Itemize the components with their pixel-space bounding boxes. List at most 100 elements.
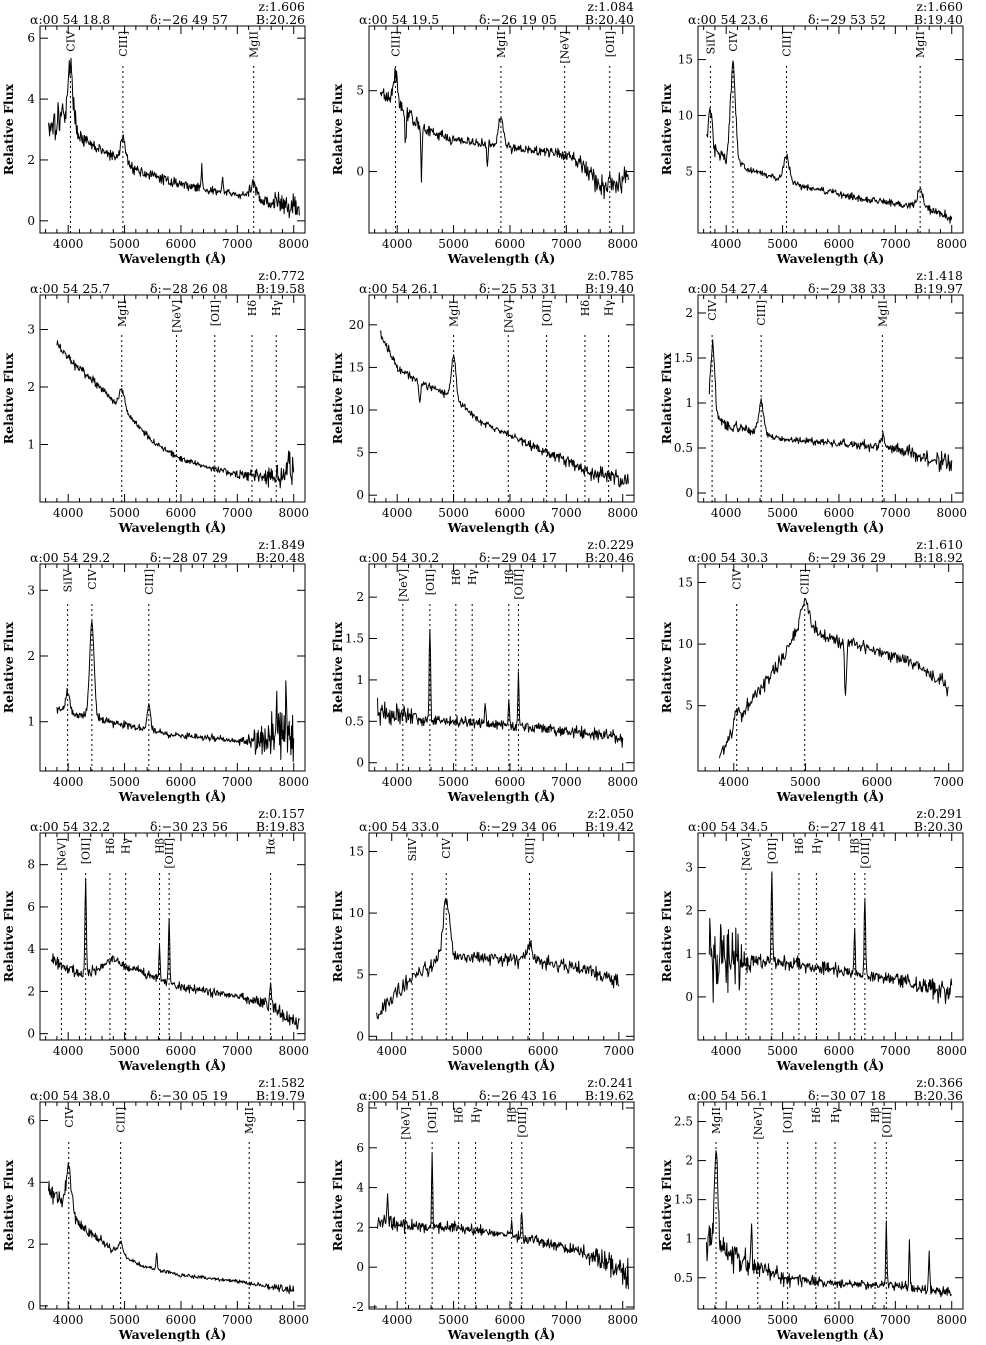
emission-line-label: Hβ [506, 1107, 519, 1123]
spectrum-panel: z:1.610 α:00 54 30.3 δ:−29 36 29 B:18.92 400… [658, 537, 986, 807]
ra-label: α:00 54 38.0 [30, 1088, 110, 1103]
emission-line-label: Hβ [869, 1107, 882, 1123]
y-tick-label: 5 [685, 699, 693, 713]
dec-label: δ:−25 53 31 [479, 281, 557, 296]
y-axis-label: Relative Flux [659, 352, 674, 444]
ra-label: α:00 54 34.5 [688, 819, 768, 834]
x-tick-label: 7000 [222, 237, 253, 251]
x-tick-label: 4000 [53, 237, 84, 251]
plot-frame [697, 563, 964, 772]
dec-label: δ:−26 19 05 [479, 12, 557, 27]
bmag-label: B:20.36 [914, 1088, 963, 1103]
emission-line-label: [NeV] [752, 1107, 765, 1140]
x-tick-label: 4000 [376, 1044, 407, 1058]
x-axis-label: Wavelength (Å) [447, 1327, 556, 1342]
y-tick-label: 4 [356, 1181, 364, 1195]
x-tick-label: 4000 [53, 1313, 84, 1327]
x-tick-label: 6000 [166, 237, 197, 251]
y-tick-label: 6 [27, 1114, 35, 1128]
spectrum-trace [377, 629, 624, 748]
x-tick-label: 5000 [438, 775, 469, 789]
emission-line-label: [NeV] [55, 838, 68, 871]
emission-line-label: Hα [265, 837, 278, 855]
x-tick-label: 4000 [711, 1044, 742, 1058]
spectrum-panel: z:0.772 α:00 54 25.7 δ:−28 26 08 B:19.58 400… [0, 268, 328, 538]
y-tick-label: 2 [27, 380, 35, 394]
x-tick-label: 7000 [880, 1313, 911, 1327]
x-tick-label: 7000 [880, 506, 911, 520]
emission-line-label: [OIII] [516, 1107, 529, 1138]
emission-line-label: Hδ [104, 838, 117, 855]
x-tick-label: 6000 [166, 775, 197, 789]
y-tick-label: 2 [27, 649, 35, 663]
spectrum-chart: z:1.606 α:00 54 18.8 δ:−26 49 57 B:20.26 400… [1, 0, 309, 266]
y-axis-label: Relative Flux [1, 621, 16, 713]
x-tick-label: 4000 [711, 506, 742, 520]
emission-line-label: CIII] [390, 31, 403, 57]
spectrum-trace [708, 339, 953, 473]
x-tick-label: 8000 [936, 237, 967, 251]
emission-line-label: Hδ [246, 300, 259, 317]
spectrum-trace [48, 57, 300, 219]
x-tick-label: 4000 [719, 775, 750, 789]
y-tick-label: 15 [678, 575, 693, 589]
x-axis-label: Wavelength (Å) [447, 1058, 556, 1073]
emission-line-label: [NeV] [397, 569, 410, 602]
spectrum-panel: z:0.785 α:00 54 26.1 δ:−25 53 31 B:19.40 400… [329, 268, 657, 538]
x-tick-label: 4000 [382, 1313, 413, 1327]
y-axis-label: Relative Flux [1, 890, 16, 982]
bmag-label: B:20.30 [914, 819, 963, 834]
y-tick-label: 5 [356, 968, 364, 982]
ra-label: α:00 54 27.4 [688, 281, 768, 296]
bmag-label: B:20.40 [585, 12, 634, 27]
emission-line-label: [OIII] [512, 569, 525, 600]
y-axis-label: Relative Flux [659, 890, 674, 982]
spectrum-chart: z:0.229 α:00 54 30.2 δ:−29 04 17 B:20.46 400… [330, 537, 638, 804]
x-tick-label: 5000 [109, 1313, 140, 1327]
x-tick-label: 8000 [936, 506, 967, 520]
dec-label: δ:−29 04 17 [479, 550, 557, 565]
x-tick-label: 8000 [278, 775, 309, 789]
y-tick-label: 1 [685, 947, 693, 961]
plot-frame [368, 294, 635, 503]
emission-line-label: [OIII] [163, 838, 176, 869]
y-axis-label: Relative Flux [659, 83, 674, 175]
y-tick-label: 2 [685, 306, 693, 320]
y-tick-label: 2 [356, 1220, 364, 1234]
dec-label: δ:−27 18 41 [808, 819, 886, 834]
emission-line-label: CIV [731, 568, 744, 590]
spectrum-panel: z:0.291 α:00 54 34.5 δ:−27 18 41 B:20.30 400… [658, 806, 986, 1076]
dec-label: δ:−30 23 56 [150, 819, 228, 834]
y-tick-label: 2 [685, 904, 693, 918]
y-tick-label: 0 [356, 488, 364, 502]
plot-frame [39, 294, 306, 503]
y-tick-label: 0 [27, 214, 35, 228]
emission-line-label: [OII] [766, 838, 779, 864]
x-axis-label: Wavelength (Å) [118, 251, 227, 266]
y-tick-label: 4 [27, 1175, 35, 1189]
x-tick-label: 5000 [438, 1313, 469, 1327]
x-tick-label: 8000 [607, 506, 638, 520]
emission-line-label: CIII] [781, 31, 794, 57]
ra-label: α:00 54 56.1 [688, 1088, 768, 1103]
emission-line-label: CIII] [117, 31, 130, 57]
emission-line-label: MgII [876, 300, 889, 327]
x-tick-label: 7000 [551, 237, 582, 251]
plot-frame [697, 25, 964, 234]
bmag-label: B:19.40 [585, 281, 634, 296]
emission-line-label: [OII] [604, 31, 617, 57]
spectrum-trace [48, 1162, 295, 1295]
ra-label: α:00 54 25.7 [30, 281, 110, 296]
ra-label: α:00 54 19.5 [359, 12, 439, 27]
emission-line-label: CIII] [143, 569, 156, 595]
emission-line-label: Hβ [849, 838, 862, 854]
x-tick-label: 7000 [222, 1313, 253, 1327]
x-tick-label: 6000 [495, 1313, 526, 1327]
y-tick-label: 0 [685, 486, 693, 500]
spectrum-panel: z:1.606 α:00 54 18.8 δ:−26 49 57 B:20.26 400… [0, 0, 328, 269]
y-tick-label: 10 [678, 637, 693, 651]
bmag-label: B:20.26 [256, 12, 305, 27]
y-tick-label: 2 [27, 984, 35, 998]
y-tick-label: 5 [356, 446, 364, 460]
redshift-label: z:0.157 [258, 806, 305, 821]
